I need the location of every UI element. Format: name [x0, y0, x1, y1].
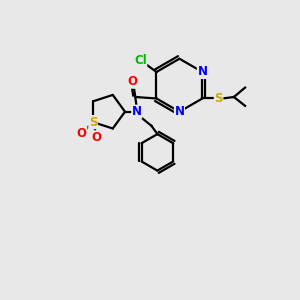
Text: O: O — [128, 75, 137, 88]
Text: Cl: Cl — [134, 54, 147, 67]
Text: S: S — [89, 116, 97, 129]
Text: N: N — [132, 105, 142, 118]
Text: N: N — [174, 105, 184, 118]
Text: N: N — [197, 65, 207, 79]
Text: O: O — [77, 127, 87, 140]
Text: S: S — [214, 92, 223, 105]
Text: O: O — [91, 131, 101, 144]
